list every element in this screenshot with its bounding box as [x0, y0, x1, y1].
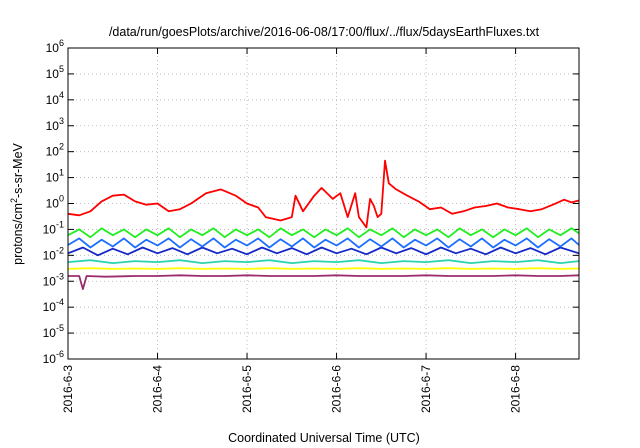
- x-tick-labels: 2016-6-3 2016-6-4 2016-6-5 2016-6-6 2016-6-7…: [61, 365, 523, 413]
- y-tick-label-base: 10: [46, 119, 60, 133]
- series-layer: [67, 159, 580, 291]
- y-tick-label-exponent: -2: [56, 245, 64, 255]
- series-line-0: [68, 274, 580, 291]
- y-tick-label: 10-2: [43, 245, 64, 262]
- x-axis-title: Coordinated Universal Time (UTC): [228, 431, 420, 445]
- y-tick-label-exponent: -6: [56, 349, 64, 359]
- y-tick-label-exponent: -5: [56, 323, 64, 333]
- y-tick-label-exponent: -3: [56, 271, 64, 281]
- y-tick-label: 103: [46, 116, 64, 133]
- series-line-5: [67, 227, 580, 239]
- y-axis-title-rest: -s-sr-MeV: [11, 142, 25, 198]
- y-tick-label-base: 10: [46, 93, 60, 107]
- y-tick-label: 10-6: [43, 349, 64, 366]
- plot-frame: [67, 47, 580, 360]
- y-tick-label-exponent: 2: [59, 142, 64, 152]
- y-tick-label-base: 10: [46, 145, 60, 159]
- x-tick-label: 2016-6-4: [151, 365, 165, 413]
- y-tick-label-base: 10: [43, 300, 57, 314]
- y-axis-title: protons/cm2-s-sr-MeV: [9, 142, 25, 264]
- y-tick-label: 10-4: [43, 297, 64, 314]
- series-line-4: [67, 237, 580, 249]
- y-tick-label-base: 10: [43, 274, 57, 288]
- x-tick-label: 2016-6-7: [419, 365, 433, 413]
- x-tick-label: 2016-6-6: [330, 365, 344, 413]
- y-tick-label-base: 10: [43, 222, 57, 236]
- x-tick-label: 2016-6-5: [240, 365, 254, 413]
- y-tick-label-base: 10: [46, 197, 60, 211]
- y-tick-label-exponent: 5: [59, 64, 64, 74]
- y-tick-label-base: 10: [46, 171, 60, 185]
- y-tick-label: 101: [46, 168, 64, 185]
- y-tick-label: 106: [46, 38, 64, 55]
- y-tick-label-exponent: 0: [59, 194, 64, 204]
- y-tick-label-base: 10: [46, 41, 60, 55]
- y-tick-label: 104: [46, 90, 64, 107]
- y-axis-title-main: protons/cm: [11, 203, 25, 265]
- series-line-1: [67, 267, 580, 270]
- y-axis-title-sup: 2: [9, 198, 19, 203]
- y-tick-label: 100: [46, 194, 64, 211]
- y-tick-label: 10-5: [43, 323, 64, 340]
- series-line-2: [67, 259, 580, 265]
- y-tick-label-exponent: 1: [59, 168, 64, 178]
- x-tick-label: 2016-6-8: [509, 365, 523, 413]
- y-tick-labels: 10-610-510-410-310-210-11001011021031041…: [43, 38, 64, 366]
- y-tick-label-exponent: 4: [59, 90, 64, 100]
- series-line-6: [67, 159, 580, 229]
- y-tick-label-base: 10: [46, 67, 60, 81]
- y-tick-label: 105: [46, 64, 64, 81]
- y-tick-label-base: 10: [43, 352, 57, 366]
- x-tick-label: 2016-6-3: [61, 365, 75, 413]
- y-tick-label: 102: [46, 142, 64, 159]
- chart-title: /data/run/goesPlots/archive/2016-06-08/1…: [109, 25, 540, 39]
- y-tick-label-exponent: 3: [59, 116, 64, 126]
- y-tick-label: 10-1: [43, 219, 64, 236]
- y-tick-label-exponent: -4: [56, 297, 64, 307]
- y-tick-label-base: 10: [43, 248, 57, 262]
- y-tick-label-exponent: 6: [59, 38, 64, 48]
- series-line-3: [67, 246, 580, 257]
- y-tick-label-base: 10: [43, 326, 57, 340]
- y-tick-label: 10-3: [43, 271, 64, 288]
- y-tick-label-exponent: -1: [56, 219, 64, 229]
